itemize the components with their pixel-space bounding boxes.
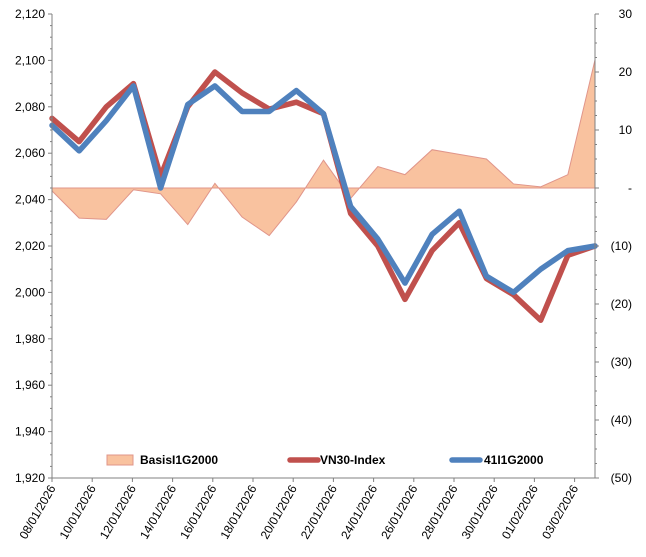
right-tick-label: (30) xyxy=(611,355,632,369)
left-tick-label: 1,960 xyxy=(15,378,45,392)
line-41I1G2000 xyxy=(49,83,598,296)
x-tick-label: 16/01/2026 xyxy=(177,482,219,541)
legend-label-VN30-Index: VN30-Index xyxy=(320,453,386,467)
legend-label-BasisI1G2000: BasisI1G2000 xyxy=(140,453,218,467)
right-tick-label: (10) xyxy=(611,239,632,253)
x-tick-label: 14/01/2026 xyxy=(137,482,179,541)
right-tick-label: 10 xyxy=(619,123,633,137)
line-VN30-Index xyxy=(49,69,598,323)
x-tick-label: 26/01/2026 xyxy=(378,482,420,541)
x-tick-label: 30/01/2026 xyxy=(459,482,501,541)
x-tick-label: 10/01/2026 xyxy=(57,482,99,541)
left-tick-label: 1,980 xyxy=(15,332,45,346)
x-tick-label: 20/01/2026 xyxy=(258,482,300,541)
left-tick-label: 2,020 xyxy=(15,239,45,253)
right-tick-label: (20) xyxy=(611,297,632,311)
right-tick-label: 30 xyxy=(619,7,633,21)
area-BasisI1G2000 xyxy=(52,59,595,236)
right-tick-label: (40) xyxy=(611,413,632,427)
x-tick-label: 08/01/2026 xyxy=(16,482,58,541)
x-tick-label: 18/01/2026 xyxy=(217,482,259,541)
left-tick-label: 2,040 xyxy=(15,193,45,207)
legend: BasisI1G2000 VN30-Index 41I1G2000 xyxy=(106,453,544,467)
x-tick-label: 22/01/2026 xyxy=(298,482,340,541)
left-tick-label: 2,100 xyxy=(15,53,45,67)
x-tick-label: 24/01/2026 xyxy=(338,482,380,541)
area-layer xyxy=(51,59,596,237)
line-layer xyxy=(49,69,598,323)
left-tick-label: 2,120 xyxy=(15,7,45,21)
right-tick-label: - xyxy=(628,181,632,195)
x-tick-label: 01/02/2026 xyxy=(499,482,541,541)
x-tick-label: 03/02/2026 xyxy=(539,482,581,541)
x-tick-label: 28/01/2026 xyxy=(418,482,460,541)
legend-swatch-BasisI1G2000 xyxy=(106,454,134,466)
area-edge-BasisI1G2000 xyxy=(51,59,596,237)
right-tick-label: 20 xyxy=(619,65,633,79)
legend-label-41I1G2000: 41I1G2000 xyxy=(484,453,544,467)
left-tick-label: 2,080 xyxy=(15,100,45,114)
left-tick-label: 1,940 xyxy=(15,425,45,439)
left-tick-label: 2,000 xyxy=(15,285,45,299)
left-tick-label: 2,060 xyxy=(15,146,45,160)
left-tick-label: 1,920 xyxy=(15,471,45,485)
right-tick-label: (50) xyxy=(611,471,632,485)
x-tick-label: 12/01/2026 xyxy=(97,482,139,541)
